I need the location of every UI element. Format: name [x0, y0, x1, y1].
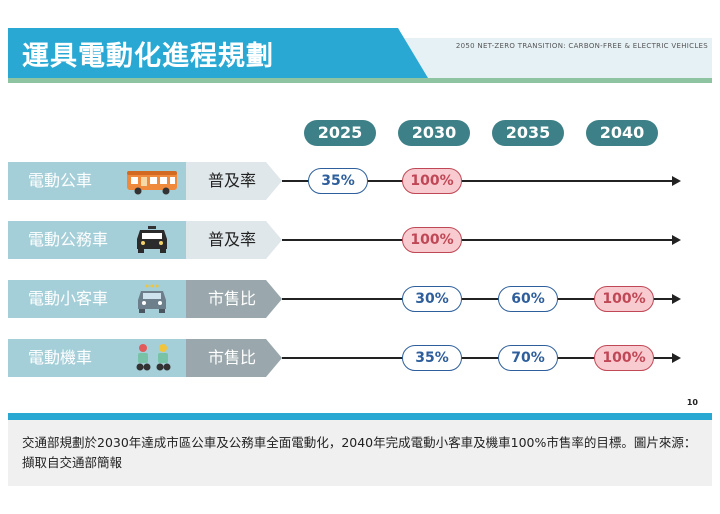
car-front-icon [137, 226, 167, 253]
arrow-head-icon [672, 176, 681, 186]
metric-label: 市售比 [186, 339, 282, 377]
arrow-head-icon [672, 294, 681, 304]
value-pill-2040: 100% [594, 345, 654, 371]
year-badge-2025: 2025 [304, 120, 376, 146]
timeline-line [282, 298, 672, 300]
value-pill-2035: 70% [498, 345, 558, 371]
row-label: 電動機車 [8, 339, 186, 377]
value-pill-2040: 100% [594, 286, 654, 312]
title-background [398, 38, 712, 78]
caption-text: 交通部規劃於2030年達成市區公車及公務車全面電動化，2040年完成電動小客車及… [22, 435, 697, 470]
page-subtitle: 2050 NET-ZERO TRANSITION: CARBON-FREE & … [455, 42, 708, 50]
bus-icon [127, 171, 177, 195]
value-pill-2025: 35% [308, 168, 368, 194]
slide-bottom-border [8, 413, 712, 420]
metric-label: 普及率 [186, 221, 282, 259]
arrow-head-icon [672, 353, 681, 363]
value-pill-2030: 100% [402, 168, 462, 194]
value-pill-2030: 100% [402, 227, 462, 253]
value-pill-2030: 35% [402, 345, 462, 371]
year-badge-2030: 2030 [398, 120, 470, 146]
year-badge-2040: 2040 [586, 120, 658, 146]
title-bar [8, 28, 428, 78]
metric-label: 普及率 [186, 162, 282, 200]
timeline-line [282, 239, 672, 241]
passenger-car-icon [138, 284, 166, 313]
value-pill-2030: 30% [402, 286, 462, 312]
caption-box: 交通部規劃於2030年達成市區公車及公務車全面電動化，2040年完成電動小客車及… [8, 420, 712, 486]
title-underline [8, 78, 712, 83]
metric-label: 市售比 [186, 280, 282, 318]
timeline-line [282, 357, 672, 359]
value-pill-2035: 60% [498, 286, 558, 312]
year-badge-2035: 2035 [492, 120, 564, 146]
page-title: 運具電動化進程規劃 [22, 41, 274, 72]
slide: 運具電動化進程規劃 2050 NET-ZERO TRANSITION: CARB… [8, 28, 712, 413]
timeline-line [282, 180, 672, 182]
arrow-head-icon [672, 235, 681, 245]
scooter-icon [136, 344, 171, 371]
page-number: 10 [686, 398, 698, 407]
